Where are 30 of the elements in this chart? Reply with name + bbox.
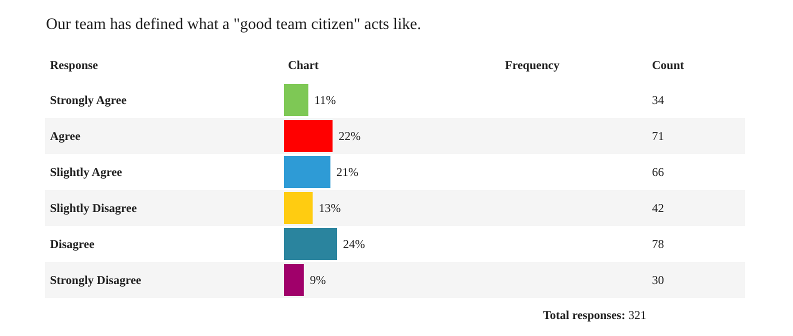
bar: [284, 156, 330, 188]
data-label: 21%: [336, 165, 358, 179]
text: Count: [652, 58, 684, 72]
text: Frequency: [505, 58, 560, 72]
data-label: 22%: [338, 129, 361, 143]
text: 71: [652, 129, 664, 143]
text: 30: [652, 273, 664, 287]
y-tick-label: Strongly Agree: [50, 93, 128, 107]
text: 78: [652, 237, 664, 251]
bar: [284, 192, 313, 224]
bar: [284, 120, 333, 152]
text: 66: [652, 165, 664, 179]
data-label: 11%: [314, 93, 336, 107]
y-tick-label: Slightly Disagree: [50, 201, 138, 215]
y-axis-title: Response: [50, 58, 98, 72]
x-axis-title: Chart: [288, 58, 319, 72]
y-tick-label: Agree: [50, 129, 82, 143]
data-label: 9%: [310, 273, 326, 287]
y-tick-label: Strongly Disagree: [50, 273, 142, 287]
y-tick-label: Disagree: [50, 237, 96, 251]
text: 34: [652, 93, 664, 107]
data-label: 13%: [318, 201, 341, 215]
text: Total responses: 321: [543, 308, 646, 322]
bar: [284, 84, 308, 116]
y-tick-label: Slightly Agree: [50, 165, 123, 179]
bar: [284, 264, 304, 296]
data-label: 24%: [343, 237, 365, 251]
chart-title: Our team has defined what a "good team citizen" acts like.: [46, 15, 422, 35]
bar: [284, 228, 337, 260]
text: 42: [652, 201, 664, 215]
